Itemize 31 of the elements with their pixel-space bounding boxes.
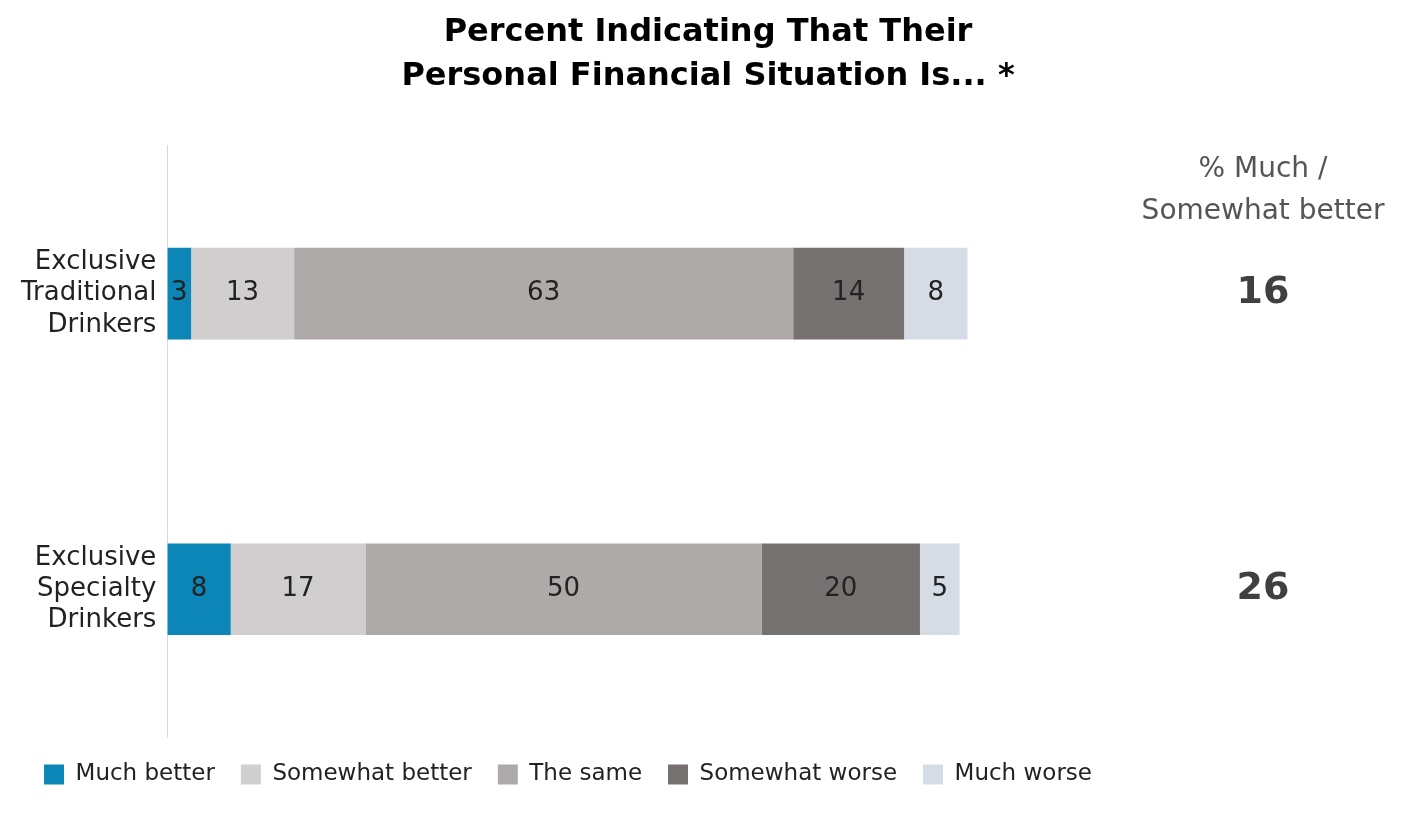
bar xyxy=(167,543,231,636)
chart-title: Percent Indicating That Their Personal Financial Situation Is... * xyxy=(400,10,1016,95)
legend-label: Somewhat better xyxy=(272,759,473,786)
text: 26 xyxy=(1236,564,1290,609)
bar xyxy=(365,543,762,636)
bar xyxy=(230,543,366,636)
legend-label: The same xyxy=(528,759,643,786)
data-label: 14 xyxy=(832,276,866,307)
data-label: 13 xyxy=(226,276,260,307)
data-label: 17 xyxy=(281,571,315,602)
y-tick-label: Exclusive Specialty Drinkers xyxy=(34,540,157,634)
legend-label: Somewhat worse xyxy=(699,759,898,786)
bar xyxy=(294,247,794,340)
bar xyxy=(793,247,905,340)
data-label: 5 xyxy=(931,571,949,602)
bar xyxy=(167,247,192,340)
data-label: 3 xyxy=(170,276,188,307)
data-label: 8 xyxy=(927,276,945,307)
data-label: 20 xyxy=(824,571,858,602)
legend-label: Much worse xyxy=(954,759,1092,786)
bar xyxy=(904,247,968,340)
data-label: 8 xyxy=(190,571,208,602)
text: 16 xyxy=(1236,268,1290,313)
data-label: 50 xyxy=(546,571,581,602)
y-tick-label: Exclusive Traditional Drinkers xyxy=(20,245,157,338)
bar xyxy=(919,543,960,636)
text: % Much / Somewhat better xyxy=(1141,151,1385,227)
data-label: 63 xyxy=(527,276,561,307)
bar xyxy=(191,247,295,340)
bar xyxy=(761,543,920,636)
legend-label: Much better xyxy=(75,759,216,786)
